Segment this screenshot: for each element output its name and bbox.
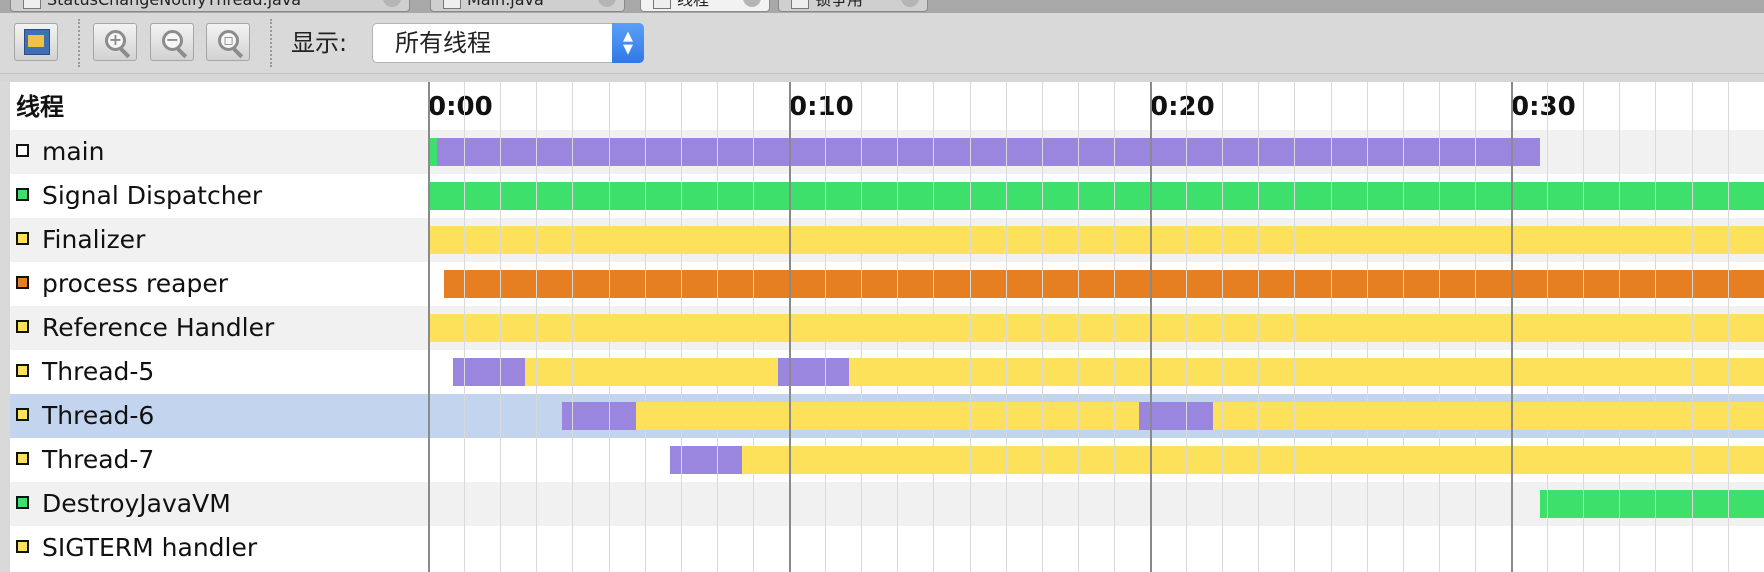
thread-state-segment-wait[interactable]: [428, 226, 1764, 254]
tab-label: 锁争用: [815, 0, 863, 9]
thread-name: process reaper: [42, 269, 228, 298]
thread-state-indicator: [16, 540, 29, 553]
thread-state-segment-running[interactable]: [428, 182, 1764, 210]
thread-row[interactable]: Finalizer: [10, 218, 1764, 262]
thread-rows: main Signal Dispatcher Finalizer process re…: [10, 130, 1764, 570]
thread-state-segment-wait[interactable]: [428, 314, 1764, 342]
thread-state-indicator: [16, 232, 29, 245]
left-gutter: [0, 82, 10, 572]
thread-state-indicator: [16, 452, 29, 465]
java-file-icon: [443, 0, 461, 9]
thread-timeline-track: [428, 394, 1764, 438]
thread-name: Reference Handler: [42, 313, 275, 342]
thread-state-indicator: [16, 496, 29, 509]
thread-state-segment-sleeping[interactable]: [669, 446, 743, 474]
toolbar-separator: [270, 19, 272, 67]
thread-state-indicator: [16, 364, 29, 377]
thread-timeline-track: [428, 526, 1764, 570]
thread-state-segment-wait[interactable]: [525, 358, 779, 386]
thread-row[interactable]: Thread-6: [10, 394, 1764, 438]
thread-state-segment-sleeping[interactable]: [453, 358, 526, 386]
thread-state-indicator: [16, 408, 29, 421]
thread-name: Finalizer: [42, 225, 146, 254]
display-label: 显示:: [291, 29, 348, 57]
thread-row[interactable]: DestroyJavaVM: [10, 482, 1764, 526]
java-file-icon: [23, 0, 41, 9]
thread-timeline-track: [428, 306, 1764, 350]
thread-name: Thread-7: [42, 445, 155, 474]
tab-label: 线程: [677, 0, 709, 9]
thread-timeline-track: [428, 174, 1764, 218]
thread-state-segment-running[interactable]: [1539, 490, 1764, 518]
close-icon[interactable]: [901, 0, 919, 7]
threads-icon: [653, 0, 671, 9]
thread-timeline-track: [428, 438, 1764, 482]
thread-name: SIGTERM handler: [42, 533, 258, 562]
thread-timeline-track: [428, 262, 1764, 306]
thread-row[interactable]: main: [10, 130, 1764, 174]
thread-name: Signal Dispatcher: [42, 181, 263, 210]
thread-state-segment-sleeping[interactable]: [1139, 402, 1214, 430]
thread-timeline-track: [428, 130, 1764, 174]
thread-timeline-track: [428, 218, 1764, 262]
thread-state-indicator: [16, 276, 29, 289]
close-icon[interactable]: [598, 0, 616, 7]
thread-state-segment-sleeping[interactable]: [561, 402, 636, 430]
close-icon[interactable]: [743, 0, 761, 7]
thread-row[interactable]: Thread-7: [10, 438, 1764, 482]
thread-state-segment-wait[interactable]: [742, 446, 1764, 474]
export-icon: [24, 29, 50, 55]
thread-state-segment-sleeping[interactable]: [778, 358, 849, 386]
column-header-threads[interactable]: 线程: [16, 93, 64, 121]
editor-tab-strip: StatusChangeNotifyThread.java Main.java …: [0, 0, 1764, 13]
toolbar: + − ▫ 显示: 所有线程 ▲ ▼: [0, 13, 1764, 74]
lock-contention-icon: [791, 0, 809, 9]
time-label: 0:20: [1150, 92, 1215, 122]
thread-state-indicator: [16, 188, 29, 201]
thread-name: Thread-5: [42, 357, 155, 386]
export-button[interactable]: [14, 23, 58, 61]
thread-timeline-track: [428, 482, 1764, 526]
thread-state-segment-sleeping[interactable]: [437, 138, 1540, 166]
tab-lock-contention[interactable]: 锁争用: [778, 0, 928, 12]
thread-state-segment-wait[interactable]: [635, 402, 1140, 430]
tab-threads[interactable]: 线程: [640, 0, 770, 12]
zoom-in-button[interactable]: +: [93, 23, 137, 61]
thread-state-segment-wait[interactable]: [848, 358, 1764, 386]
toolbar-separator: [78, 19, 80, 67]
timeline-header: 线程 0:00 0:10 0:20 0:30: [10, 82, 1764, 130]
zoom-out-button[interactable]: −: [150, 23, 194, 61]
thread-state-segment-wait[interactable]: [1213, 402, 1764, 430]
tab-status-change-notify-thread[interactable]: StatusChangeNotifyThread.java: [10, 0, 410, 12]
thread-state-indicator: [16, 144, 29, 157]
thread-filter-value: 所有线程: [395, 29, 491, 57]
time-label: 0:30: [1511, 92, 1576, 122]
tab-label: StatusChangeNotifyThread.java: [47, 0, 301, 9]
tab-label: Main.java: [467, 0, 544, 9]
close-icon[interactable]: [383, 0, 401, 7]
thread-state-segment-running[interactable]: [428, 138, 438, 166]
thread-row[interactable]: SIGTERM handler: [10, 526, 1764, 570]
thread-row[interactable]: Signal Dispatcher: [10, 174, 1764, 218]
thread-row[interactable]: process reaper: [10, 262, 1764, 306]
time-label: 0:00: [428, 92, 493, 122]
chevron-updown-icon: ▲ ▼: [612, 23, 644, 63]
thread-state-segment-park[interactable]: [444, 270, 1764, 298]
time-label: 0:10: [789, 92, 854, 122]
zoom-fit-button[interactable]: ▫: [206, 23, 250, 61]
thread-name: Thread-6: [42, 401, 155, 430]
thread-row[interactable]: Thread-5: [10, 350, 1764, 394]
thread-row[interactable]: Reference Handler: [10, 306, 1764, 350]
thread-timeline: 线程 0:00 0:10 0:20 0:30 main Signal Dispat…: [10, 82, 1764, 572]
thread-name: DestroyJavaVM: [42, 489, 231, 518]
thread-timeline-track: [428, 350, 1764, 394]
tab-main-java[interactable]: Main.java: [430, 0, 625, 12]
thread-filter-select[interactable]: 所有线程 ▲ ▼: [372, 23, 644, 63]
thread-state-indicator: [16, 320, 29, 333]
thread-name: main: [42, 137, 105, 166]
